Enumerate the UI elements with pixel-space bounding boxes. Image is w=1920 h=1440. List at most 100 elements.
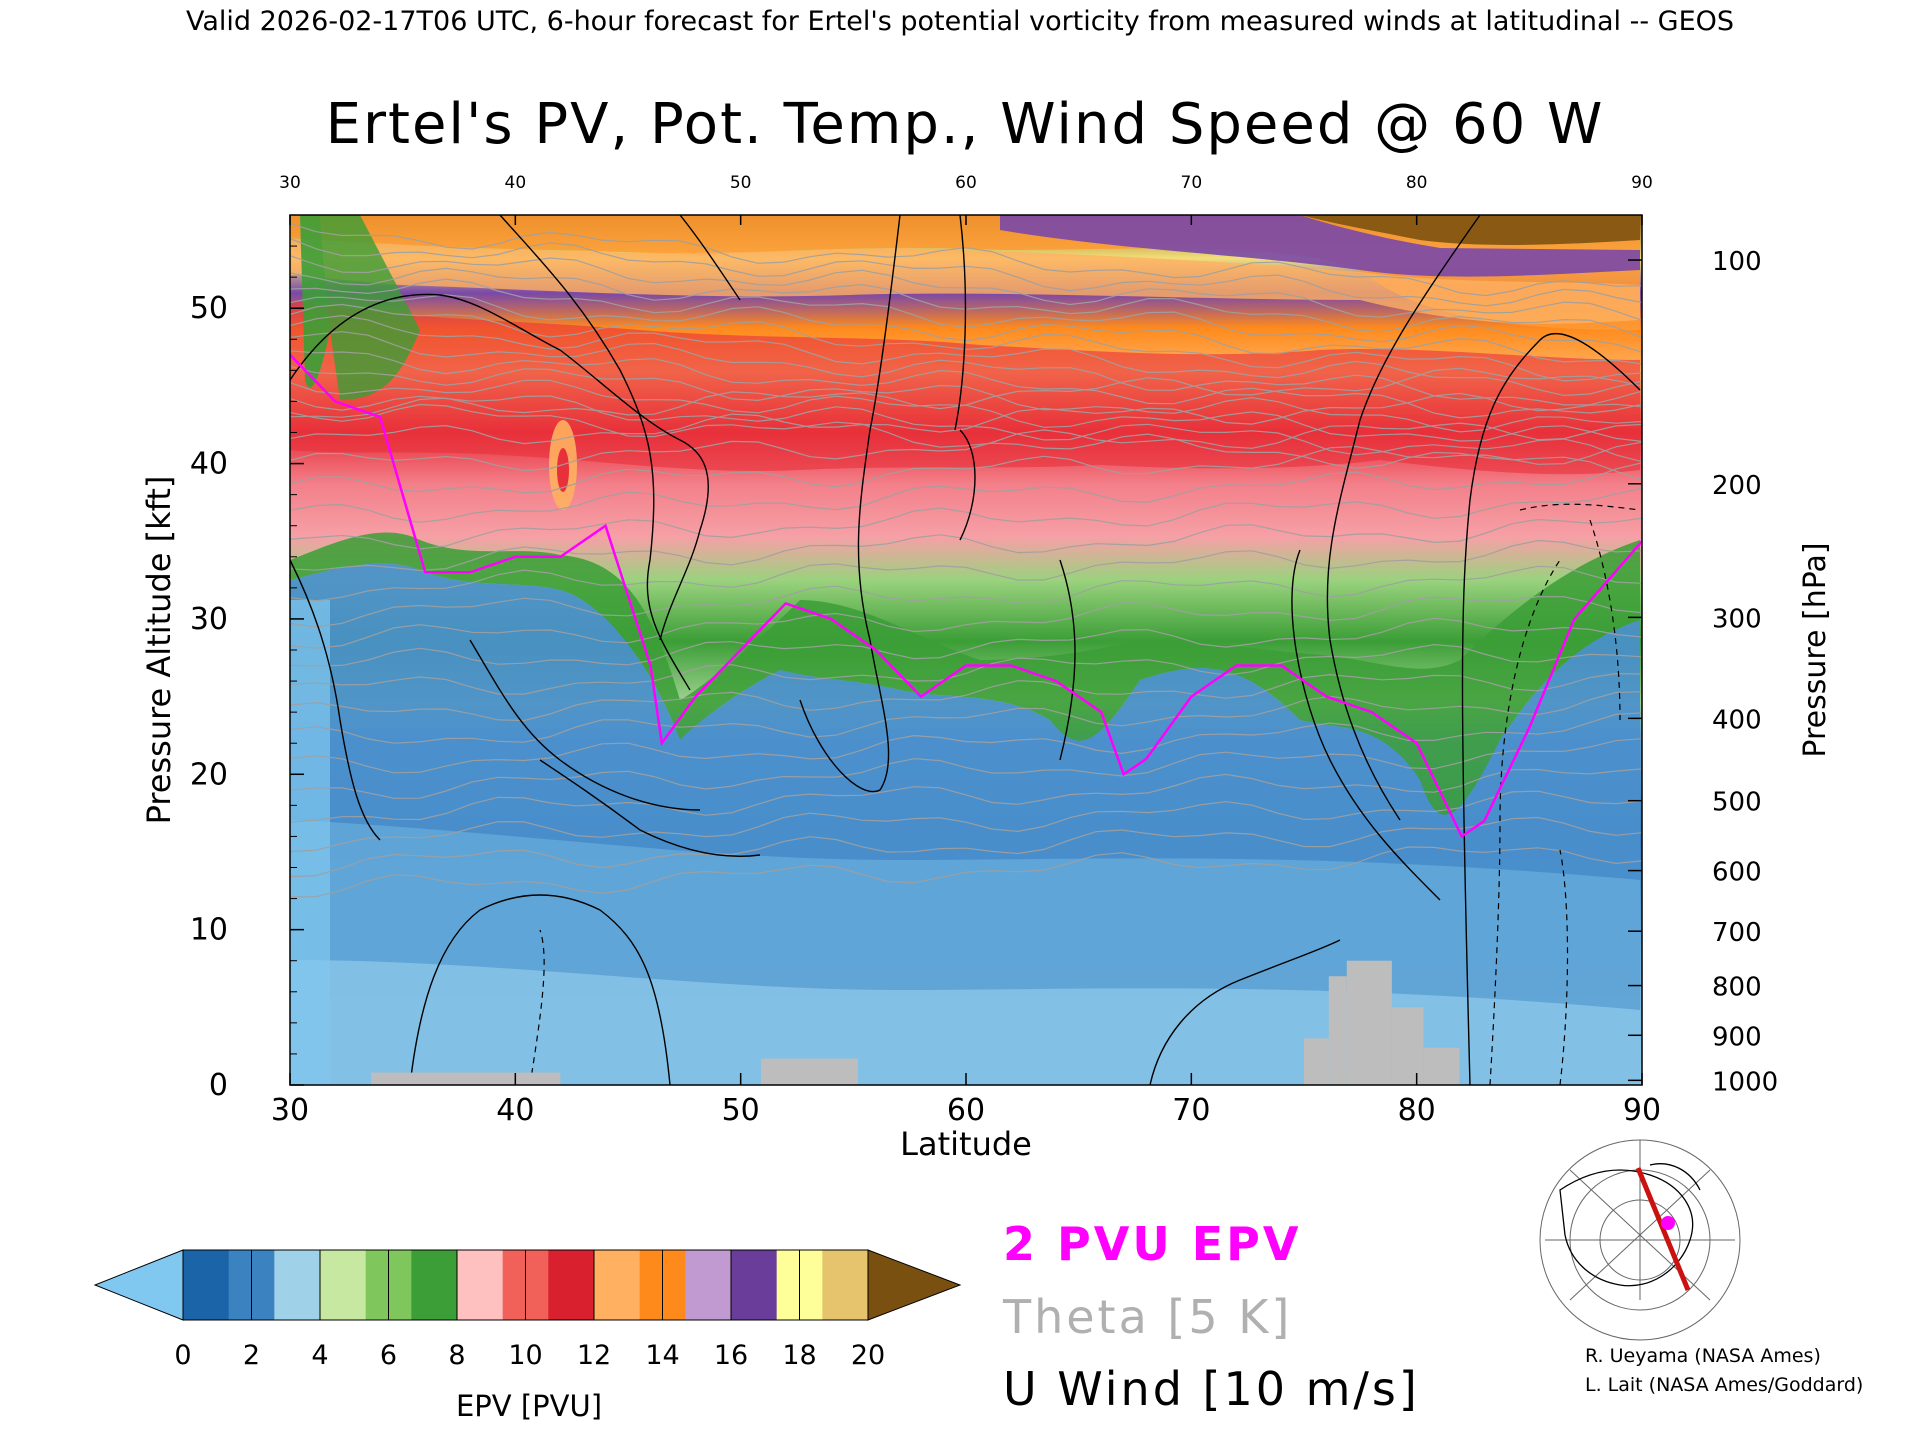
x-tick-label: 40 bbox=[496, 1093, 534, 1128]
theta-line bbox=[290, 643, 1642, 695]
terrain-block bbox=[1423, 1047, 1460, 1085]
pvu-2-contour bbox=[290, 353, 1642, 839]
x-top-tick-label: 50 bbox=[730, 173, 752, 193]
theta-line bbox=[290, 278, 1642, 353]
colorbar-tick-label: 8 bbox=[448, 1340, 465, 1371]
theta-line bbox=[290, 331, 1642, 406]
pressure-axis-label: Pressure [hPa] bbox=[1798, 542, 1833, 757]
theta-line bbox=[290, 738, 1642, 799]
theta-line bbox=[290, 367, 1642, 418]
x-top-tick-label: 90 bbox=[1631, 173, 1653, 193]
y-tick-label: 0 bbox=[209, 1068, 228, 1103]
pressure-tick-label: 900 bbox=[1712, 1022, 1762, 1052]
theta-legend-text: Theta [5 K] bbox=[1002, 1290, 1292, 1344]
x-tick-label: 70 bbox=[1172, 1093, 1210, 1128]
x-top-tick-label: 60 bbox=[955, 173, 977, 193]
colorbar-tick-label: 6 bbox=[380, 1340, 397, 1371]
x-axis-label: Latitude bbox=[900, 1125, 1032, 1163]
pressure-axis: 100 200 300 400 500 600 700 800 900 1000 bbox=[1628, 247, 1778, 1097]
theta-line bbox=[290, 487, 1642, 550]
pressure-tick-label: 100 bbox=[1712, 247, 1762, 277]
y-axis-label: Pressure Altitude [kft] bbox=[140, 476, 178, 825]
pvu-legend-text: 2 PVU EPV bbox=[1003, 1217, 1301, 1271]
u-wind-contours bbox=[290, 215, 1641, 1085]
header-text: Valid 2026-02-17T06 UTC, 6-hour forecast… bbox=[186, 6, 1734, 37]
colorbar-segment bbox=[731, 1250, 778, 1320]
pressure-tick-label: 500 bbox=[1712, 788, 1762, 818]
colorbar-segment bbox=[457, 1250, 504, 1320]
credit-line-2: L. Lait (NASA Ames/Goddard) bbox=[1585, 1374, 1863, 1396]
theta-contours bbox=[290, 222, 1642, 898]
x-top-tick-label: 30 bbox=[279, 173, 301, 193]
x-tick-label: 90 bbox=[1623, 1093, 1661, 1128]
theta-line bbox=[290, 395, 1642, 463]
x-top-tick-label: 70 bbox=[1181, 173, 1203, 193]
colorbar-low-arrow bbox=[93, 1249, 184, 1321]
theta-line bbox=[290, 596, 1642, 649]
theta-line bbox=[290, 768, 1642, 823]
x-top-tick-label: 40 bbox=[505, 173, 527, 193]
y-axis: 0 10 20 30 40 50 bbox=[190, 214, 304, 1103]
theta-line bbox=[290, 617, 1642, 667]
theta-line bbox=[290, 238, 1642, 307]
colorbar-segment bbox=[411, 1250, 458, 1320]
x-tick-label: 50 bbox=[722, 1093, 760, 1128]
inset-map bbox=[1539, 1139, 1741, 1341]
pv-heatmap bbox=[290, 215, 1642, 1085]
theta-line bbox=[290, 517, 1642, 572]
theta-line bbox=[290, 255, 1642, 321]
credit-line-1: R. Ueyama (NASA Ames) bbox=[1585, 1345, 1821, 1367]
x-axis-top: 30 40 50 60 70 80 90 bbox=[279, 173, 1653, 225]
colorbar-segment bbox=[822, 1250, 869, 1320]
theta-line bbox=[290, 816, 1642, 878]
theta-line bbox=[290, 691, 1642, 744]
colorbar-tick-label: 4 bbox=[311, 1340, 328, 1371]
theta-line bbox=[290, 403, 1642, 481]
negative-u-contours bbox=[529, 503, 1641, 1085]
colorbar-segment bbox=[274, 1250, 321, 1320]
pressure-tick-label: 700 bbox=[1712, 918, 1762, 948]
y-tick-label: 30 bbox=[190, 602, 228, 637]
theta-line bbox=[290, 222, 1642, 297]
pressure-tick-label: 1000 bbox=[1712, 1067, 1778, 1097]
colorbar-tick-label: 10 bbox=[508, 1340, 542, 1371]
colorbar-tick-label: 18 bbox=[782, 1340, 816, 1371]
colorbar-tick-label: 0 bbox=[174, 1340, 191, 1371]
x-tick-label: 30 bbox=[271, 1093, 309, 1128]
pressure-tick-label: 800 bbox=[1712, 973, 1762, 1003]
theta-line bbox=[290, 712, 1642, 774]
theta-line bbox=[290, 462, 1642, 523]
theta-line bbox=[290, 365, 1642, 433]
pressure-tick-label: 400 bbox=[1712, 705, 1762, 735]
colorbar-segment bbox=[548, 1250, 595, 1320]
colorbar-high-arrow bbox=[867, 1249, 962, 1321]
pressure-tick-label: 600 bbox=[1712, 858, 1762, 888]
y-tick-label: 40 bbox=[190, 447, 228, 482]
theta-line bbox=[290, 441, 1642, 494]
theta-line bbox=[290, 846, 1642, 898]
theta-line bbox=[290, 314, 1642, 397]
x-axis: 30 40 50 60 70 80 90 bbox=[271, 1073, 1661, 1128]
colorbar-tick-label: 12 bbox=[577, 1340, 611, 1371]
y-tick-label: 20 bbox=[190, 757, 228, 792]
x-tick-label: 60 bbox=[947, 1093, 985, 1128]
y-tick-label: 10 bbox=[190, 913, 228, 948]
y-tick-label: 50 bbox=[190, 291, 228, 326]
colorbar-tick-label: 16 bbox=[714, 1340, 748, 1371]
theta-line bbox=[290, 790, 1642, 853]
terrain-block bbox=[1304, 1038, 1329, 1085]
colorbar-label: EPV [PVU] bbox=[456, 1389, 602, 1423]
terrain-block bbox=[1391, 1007, 1424, 1085]
terrain-block bbox=[371, 1072, 561, 1085]
colorbar-segment bbox=[685, 1250, 732, 1320]
theta-line bbox=[290, 422, 1642, 472]
theta-line bbox=[290, 539, 1642, 602]
uwind-legend-text: U Wind [10 m/s] bbox=[1003, 1362, 1420, 1416]
x-tick-label: 80 bbox=[1398, 1093, 1436, 1128]
colorbar-segment bbox=[183, 1250, 230, 1320]
terrain bbox=[371, 960, 1460, 1085]
colorbar-segment bbox=[320, 1250, 367, 1320]
colorbar-segment bbox=[594, 1250, 641, 1320]
theta-line bbox=[290, 294, 1642, 365]
